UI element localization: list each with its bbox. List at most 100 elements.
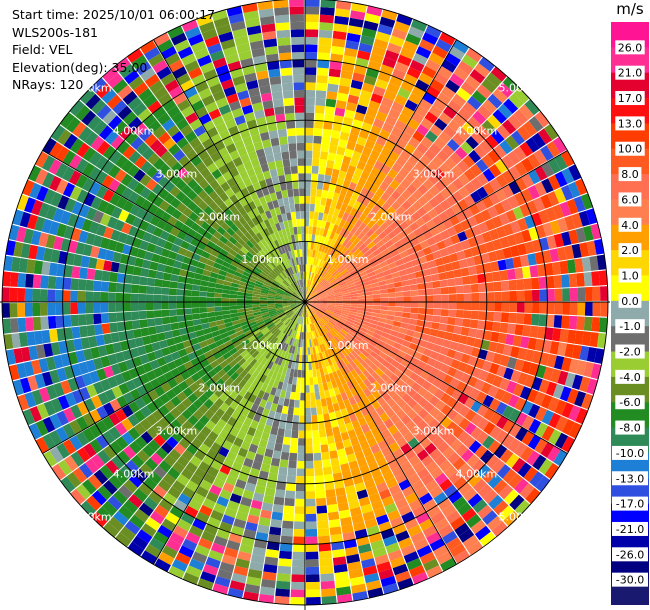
range-gate: [124, 520, 141, 535]
range-gate: [295, 280, 300, 289]
range-gate: [56, 223, 67, 238]
range-gate: [294, 506, 305, 515]
range-gate: [316, 181, 324, 190]
range-gate: [107, 353, 118, 366]
range-gate: [470, 400, 483, 413]
range-gate: [342, 337, 350, 345]
range-gate: [259, 302, 268, 305]
range-gate: [400, 414, 412, 426]
range-gate: [282, 520, 294, 529]
range-gate: [505, 334, 515, 346]
colorbar-tick-background: [618, 293, 642, 308]
range-gate: [119, 63, 135, 79]
range-gate: [365, 302, 374, 306]
range-gate: [254, 243, 262, 252]
range-gate: [115, 154, 128, 169]
range-gate: [259, 297, 268, 300]
range-gate: [311, 293, 318, 298]
range-gate: [347, 25, 363, 36]
range-gate: [275, 321, 283, 328]
range-gate: [379, 412, 390, 423]
range-gate: [506, 380, 518, 394]
range-gate: [229, 381, 239, 391]
range-gate: [391, 200, 402, 211]
range-gate: [306, 287, 309, 295]
range-gate: [472, 499, 488, 514]
range-gate: [429, 328, 439, 337]
range-gate: [293, 257, 297, 266]
range-gate: [70, 404, 83, 419]
range-gate: [161, 347, 171, 357]
range-gate: [391, 403, 402, 414]
range-gate: [373, 160, 384, 171]
range-gate: [246, 265, 255, 272]
range-gate: [399, 149, 412, 161]
range-gate: [299, 407, 305, 416]
range-gate: [274, 298, 283, 301]
range-gate: [494, 202, 506, 215]
range-gate: [147, 100, 162, 114]
range-gate: [346, 363, 354, 372]
range-gate: [274, 356, 281, 365]
range-gate: [582, 331, 592, 346]
range-gate: [326, 322, 334, 329]
range-gate: [436, 150, 450, 163]
range-gate: [214, 292, 223, 298]
range-gate: [472, 110, 487, 125]
range-gate: [188, 525, 204, 538]
range-gate: [220, 332, 229, 339]
range-gate: [418, 302, 427, 308]
range-gate: [448, 119, 462, 133]
range-gate: [361, 471, 373, 482]
range-gate: [338, 509, 351, 519]
range-gate: [185, 149, 198, 161]
range-gate: [259, 399, 267, 409]
range-gate: [175, 118, 189, 131]
range-gate: [203, 205, 214, 216]
range-gate: [290, 437, 298, 446]
range-gate: [91, 454, 105, 469]
range-gate: [529, 265, 539, 278]
range-gate: [305, 415, 312, 424]
range-gate: [289, 204, 296, 213]
range-gate: [243, 254, 252, 262]
range-gate: [123, 302, 131, 312]
range-gate: [305, 491, 316, 499]
range-gate: [153, 294, 162, 302]
range-gate: [488, 164, 502, 178]
range-gate: [263, 424, 272, 434]
range-gate: [400, 460, 413, 473]
range-gate: [211, 267, 220, 274]
range-gate: [231, 573, 247, 584]
range-ring-label: 2.00km: [199, 210, 241, 223]
range-gate: [358, 203, 367, 213]
range-gate: [146, 413, 158, 426]
range-gate: [317, 267, 323, 275]
range-gate: [388, 441, 400, 453]
range-gate: [79, 387, 91, 401]
range-gate: [323, 474, 334, 483]
range-gate: [296, 476, 305, 484]
range-gate: [355, 355, 364, 364]
range-gate: [400, 210, 411, 221]
range-gate: [282, 326, 289, 334]
range-gate: [349, 293, 358, 298]
range-gate: [256, 422, 266, 432]
range-gate: [168, 86, 183, 99]
range-gate: [40, 316, 49, 330]
range-gate: [395, 530, 410, 543]
range-gate: [569, 302, 578, 316]
range-gate: [245, 313, 254, 318]
range-gate: [446, 226, 457, 237]
range-gate: [439, 32, 456, 46]
range-gate: [495, 429, 509, 444]
range-gate: [118, 331, 128, 342]
range-gate: [521, 360, 532, 374]
range-gate: [122, 111, 138, 126]
range-gate: [25, 273, 34, 288]
range-gate: [463, 194, 476, 207]
range-gate: [438, 272, 448, 281]
range-gate: [229, 333, 238, 340]
range-gate: [371, 371, 380, 381]
range-gate: [158, 404, 170, 417]
